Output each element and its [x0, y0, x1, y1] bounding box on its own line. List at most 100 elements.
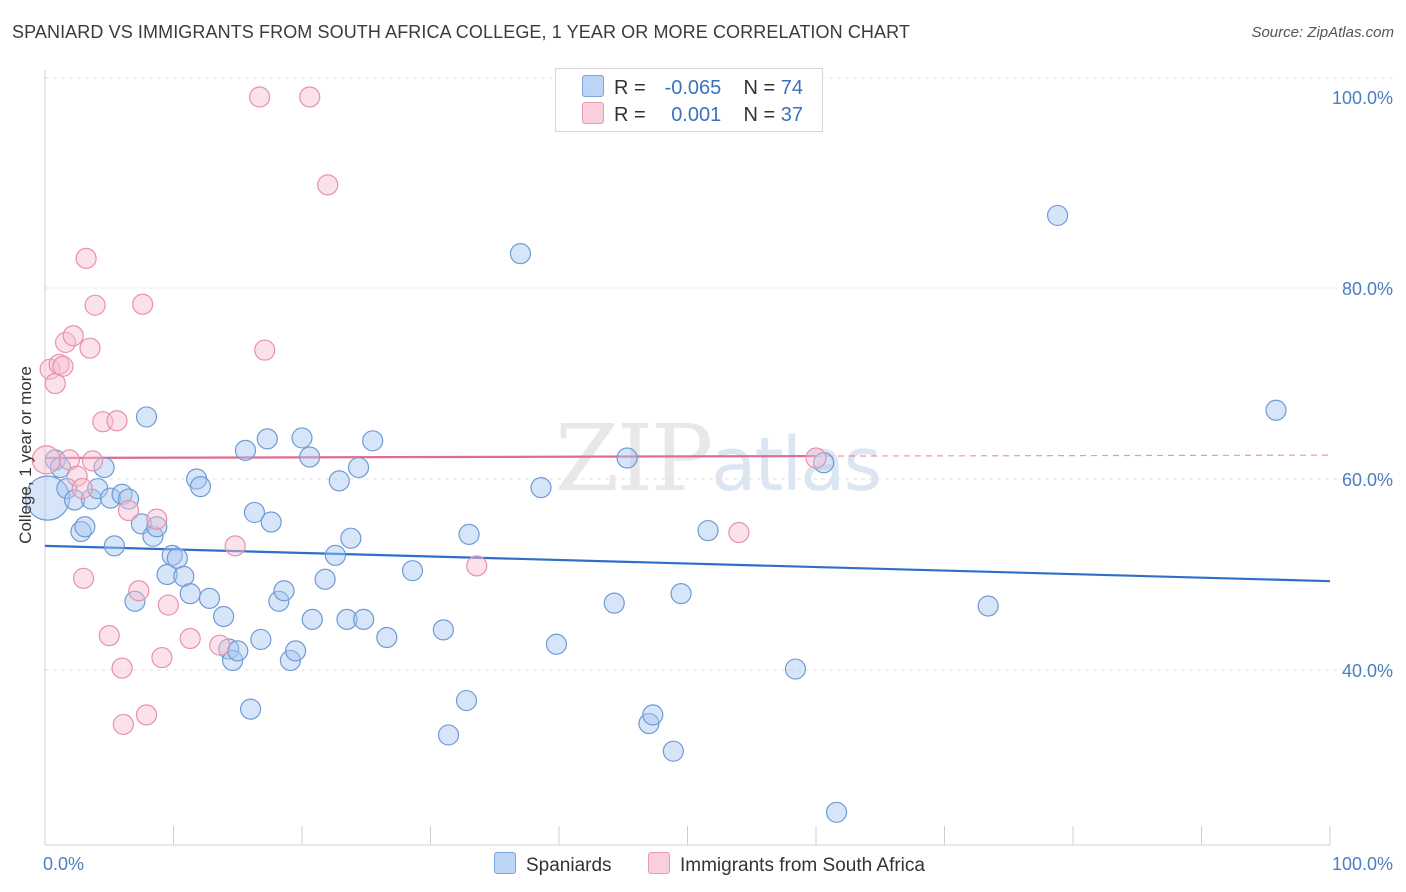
data-point-series-0-21 — [166, 547, 188, 569]
data-point-series-0-31 — [234, 439, 257, 461]
data-point-series-0-13 — [117, 488, 140, 510]
data-point-series-0-68 — [784, 658, 807, 680]
data-point-series-1-28 — [209, 634, 231, 656]
data-point-series-1-4 — [52, 355, 74, 377]
data-point-series-1-25 — [151, 646, 173, 669]
data-point-series-1-10 — [72, 567, 95, 589]
legend-row-spaniards: R = -0.065 N = 74 — [582, 75, 803, 99]
data-point-series-1-35 — [728, 521, 750, 544]
bottom-legend-spaniards[interactable]: Spaniards — [494, 852, 612, 877]
data-point-series-0-58 — [509, 243, 532, 265]
data-point-series-0-16 — [135, 406, 158, 428]
data-point-series-0-62 — [616, 447, 638, 469]
data-point-series-0-6 — [74, 516, 96, 538]
legend-n-value: 37 — [780, 104, 803, 126]
y-tick-label-2: 60.0% — [1342, 470, 1393, 490]
data-point-series-1-7 — [62, 325, 84, 347]
data-point-series-0-52 — [376, 626, 398, 649]
watermark-zip: ZIP — [555, 405, 713, 512]
data-point-series-0-43 — [301, 608, 323, 630]
data-point-series-1-23 — [135, 704, 158, 726]
data-point-series-1-16 — [98, 625, 120, 647]
data-point-series-0-47 — [336, 608, 358, 630]
y-axis-label: College, 1 year or more — [16, 366, 35, 544]
legend-row-immigrants: R = 0.001 N = 37 — [582, 102, 803, 126]
data-point-series-0-60 — [545, 633, 568, 655]
data-point-series-0-10 — [99, 487, 122, 509]
data-point-series-0-55 — [437, 724, 460, 746]
legend-n-value: 74 — [780, 77, 803, 99]
trend-line-series-1 — [44, 454, 817, 460]
data-point-series-0-26 — [198, 587, 221, 609]
data-point-series-1-30 — [248, 86, 271, 108]
data-point-series-0-59 — [530, 476, 552, 499]
data-point-series-1-11 — [75, 247, 97, 269]
data-point-series-0-35 — [256, 428, 278, 450]
data-point-series-1-17 — [106, 410, 128, 432]
tick-labels: 100.0% 80.0% 60.0% 40.0% 0.0% 100.0% — [43, 88, 1393, 874]
watermark-atlas: atlas — [711, 422, 882, 508]
data-point-series-0-40 — [284, 640, 307, 662]
data-point-series-0-36 — [260, 511, 282, 533]
data-point-series-0-46 — [328, 470, 350, 492]
watermark: ZIPatlas — [555, 405, 882, 512]
data-point-series-0-18 — [146, 516, 168, 538]
trend-lines — [44, 454, 1331, 583]
data-point-series-0-56 — [455, 689, 478, 712]
data-point-series-1-13 — [81, 450, 104, 472]
bottom-legend-label-immigrants: Immigrants from South Africa — [680, 855, 925, 876]
data-point-series-1-3 — [48, 353, 70, 375]
data-points — [24, 86, 1287, 823]
data-point-series-0-66 — [670, 582, 692, 605]
data-point-series-0-73 — [1265, 399, 1287, 421]
x-tick-label-1: 100.0% — [1332, 854, 1393, 874]
data-point-series-0-65 — [662, 740, 684, 762]
data-point-series-1-27 — [179, 627, 201, 650]
data-point-series-0-41 — [291, 427, 313, 449]
data-point-series-1-22 — [132, 293, 154, 315]
data-point-series-0-54 — [432, 619, 454, 641]
data-point-series-0-57 — [458, 523, 480, 545]
legend-swatch-spaniards — [582, 75, 604, 97]
trend-line-dashed-series-1 — [815, 454, 1331, 457]
bottom-legend-swatch-immigrants — [648, 852, 670, 874]
bottom-legend-immigrants[interactable]: Immigrants from South Africa — [648, 852, 925, 877]
data-point-series-0-64 — [642, 704, 664, 726]
data-point-series-1-20 — [117, 499, 140, 522]
data-point-series-0-34 — [250, 628, 272, 651]
legend-r-value: -0.065 — [664, 77, 722, 99]
data-point-series-0-29 — [222, 649, 244, 672]
chart-title: SPANIARD VS IMMIGRANTS FROM SOUTH AFRICA… — [12, 22, 911, 42]
legend-n-label: N = — [743, 77, 776, 99]
data-point-series-0-53 — [401, 560, 424, 582]
data-point-series-1-34 — [466, 555, 488, 577]
legend-swatch-immigrants — [582, 102, 604, 124]
data-point-series-0-30 — [227, 640, 249, 662]
chart-source: Source: ZipAtlas.com — [1251, 24, 1394, 41]
y-tick-label-1: 80.0% — [1342, 279, 1393, 299]
legend-r-label: R = — [614, 77, 646, 99]
legend-n-label: N = — [743, 104, 776, 126]
legend-r-value: 0.001 — [671, 104, 722, 126]
data-point-series-0-45 — [324, 544, 347, 567]
data-point-series-0-11 — [103, 535, 125, 557]
data-point-series-0-25 — [189, 476, 212, 498]
data-point-series-1-32 — [299, 86, 321, 108]
data-point-series-0-51 — [362, 430, 384, 452]
data-point-series-1-8 — [66, 465, 88, 487]
data-point-series-1-31 — [254, 339, 276, 361]
bottom-legend-swatch-spaniards — [494, 852, 516, 874]
y-tick-label-3: 40.0% — [1342, 661, 1393, 681]
data-point-series-0-33 — [243, 501, 266, 524]
data-point-series-0-49 — [347, 456, 370, 479]
data-point-series-1-9 — [71, 477, 93, 500]
data-point-series-0-39 — [279, 649, 302, 672]
data-point-series-0-37 — [268, 590, 290, 612]
data-point-series-0-32 — [240, 698, 262, 720]
x-tick-label-0: 0.0% — [43, 854, 84, 874]
data-point-series-0-44 — [314, 568, 336, 590]
data-point-series-1-33 — [317, 174, 339, 196]
data-point-series-1-18 — [111, 657, 133, 679]
data-point-series-1-14 — [84, 294, 106, 316]
